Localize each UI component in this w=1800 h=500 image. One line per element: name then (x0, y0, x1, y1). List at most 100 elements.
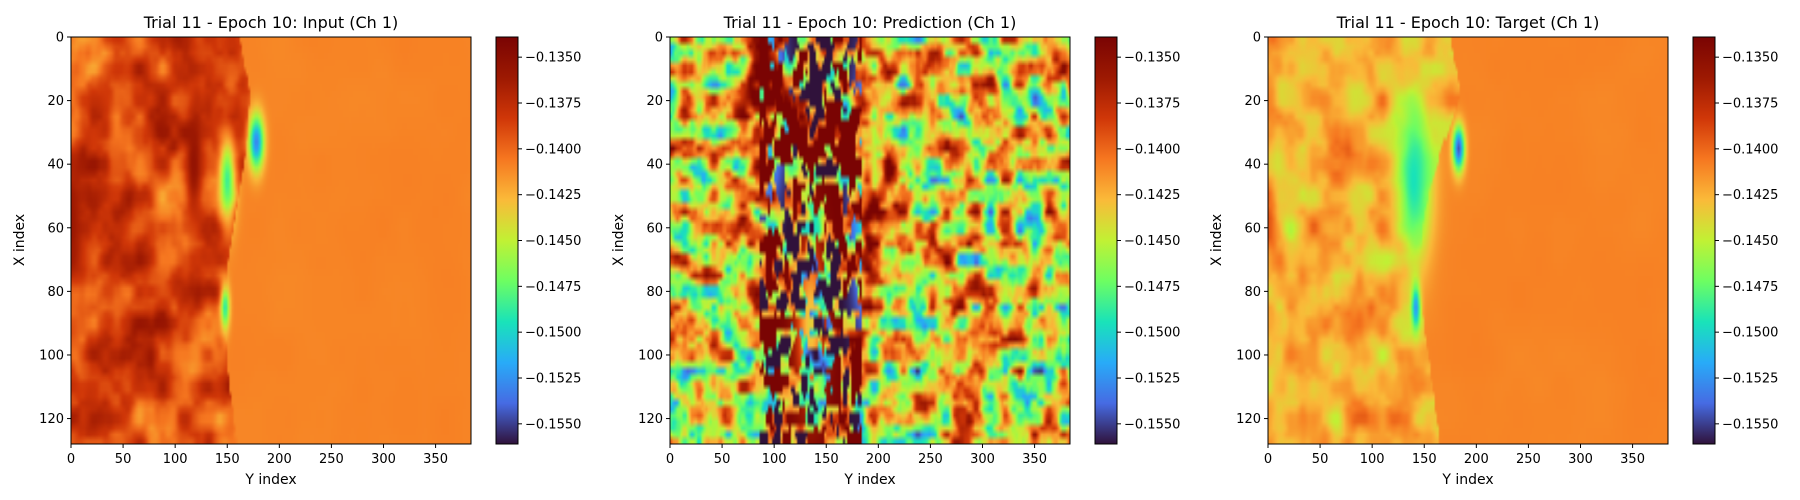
y-tick-label: 0 (1253, 31, 1261, 46)
panel-prediction: Trial 11 - Epoch 10: Prediction (Ch 1) 0… (611, 13, 1180, 488)
x-tick-label: 200 (1464, 452, 1489, 467)
x-tick-label: 100 (762, 452, 787, 467)
y-tick-label: 80 (1244, 285, 1261, 300)
x-tick-label: 200 (267, 452, 292, 467)
y-tick-label: 100 (1236, 348, 1261, 363)
plot-title: Trial 11 - Epoch 10: Prediction (Ch 1) (723, 13, 1017, 32)
colorbar-tick-label: −0.1350 (1124, 51, 1180, 66)
y-ticks: 0 20 40 60 80 100 120 (1236, 31, 1268, 427)
colorbar: −0.1350 −0.1375 −0.1400 −0.1425 −0.1450 −0.14… (1692, 36, 1778, 445)
x-tick-label: 50 (1312, 452, 1329, 467)
x-tick-label: 300 (371, 452, 396, 467)
plot-title: Trial 11 - Epoch 10: Target (Ch 1) (1336, 13, 1600, 32)
colorbar-tick-label: −0.1425 (1124, 188, 1180, 203)
plot-frame (669, 36, 1071, 445)
colorbar-tick-label: −0.1400 (525, 142, 581, 157)
plot-title: Trial 11 - Epoch 10: Input (Ch 1) (143, 13, 399, 32)
colorbar-tick-label: −0.1425 (525, 188, 581, 203)
x-axis-label: Y index (1441, 472, 1493, 488)
y-tick-label: 80 (47, 285, 64, 300)
colorbar-tick-label: −0.1350 (1722, 51, 1778, 66)
x-tick-label: 350 (1022, 452, 1047, 467)
colorbar: −0.1350 −0.1375 −0.1400 −0.1425 −0.1450 −0.14… (1094, 36, 1180, 445)
y-ticks: 0 20 40 60 80 100 120 (638, 31, 670, 427)
y-tick-label: 20 (646, 94, 663, 109)
colorbar-tick-label: −0.1450 (1124, 234, 1180, 249)
panel-target: Trial 11 - Epoch 10: Target (Ch 1) 0 50 10… (1209, 13, 1778, 488)
y-tick-label: 80 (646, 285, 663, 300)
colorbar-tick-label: −0.1375 (1722, 97, 1778, 112)
y-tick-label: 40 (1244, 158, 1261, 173)
x-tick-label: 250 (1516, 452, 1541, 467)
x-ticks: 0 50 100 150 200 250 300 350 (67, 444, 448, 467)
x-tick-label: 350 (423, 452, 448, 467)
y-tick-label: 40 (47, 158, 64, 173)
colorbar-tick-label: −0.1500 (525, 326, 581, 341)
x-tick-label: 250 (319, 452, 344, 467)
x-tick-label: 300 (1568, 452, 1593, 467)
x-tick-label: 0 (666, 452, 674, 467)
plot-frame (70, 36, 472, 445)
colorbar-ticks: −0.1350 −0.1375 −0.1400 −0.1425 −0.1450 −0.14… (1117, 51, 1180, 432)
x-ticks: 0 50 100 150 200 250 300 350 (666, 444, 1047, 467)
colorbar-tick-label: −0.1550 (525, 417, 581, 432)
plot-frame (1267, 36, 1669, 445)
y-tick-label: 60 (47, 221, 64, 236)
panel-input: Trial 11 - Epoch 10: Input (Ch 1) 0 50 100… (12, 13, 581, 488)
colorbar-tick-label: −0.1500 (1124, 326, 1180, 341)
x-axis-label: Y index (244, 472, 296, 488)
x-tick-label: 100 (163, 452, 188, 467)
x-tick-label: 0 (67, 452, 75, 467)
colorbar-gradient (1693, 37, 1715, 444)
x-ticks: 0 50 100 150 200 250 300 350 (1264, 444, 1645, 467)
colorbar-ticks: −0.1350 −0.1375 −0.1400 −0.1425 −0.1450 −0.14… (518, 51, 581, 432)
x-axis-label: Y index (843, 472, 895, 488)
y-tick-label: 120 (638, 412, 663, 427)
colorbar-tick-label: −0.1475 (1722, 280, 1778, 295)
colorbar: −0.1350 −0.1375 −0.1400 −0.1425 −0.1450 −0.14… (495, 36, 581, 445)
colorbar-tick-label: −0.1450 (1722, 234, 1778, 249)
colorbar-ticks: −0.1350 −0.1375 −0.1400 −0.1425 −0.1450 −0.14… (1715, 51, 1778, 432)
heatmap-image (670, 37, 1070, 444)
colorbar-tick-label: −0.1550 (1722, 417, 1778, 432)
x-tick-label: 50 (714, 452, 731, 467)
colorbar-tick-label: −0.1500 (1722, 326, 1778, 341)
y-ticks: 0 20 40 60 80 100 120 (39, 31, 71, 427)
y-tick-label: 120 (39, 412, 64, 427)
y-axis-label: X index (1209, 214, 1225, 266)
colorbar-tick-label: −0.1450 (525, 234, 581, 249)
colorbar-tick-label: −0.1375 (1124, 97, 1180, 112)
colorbar-tick-label: −0.1425 (1722, 188, 1778, 203)
colorbar-gradient (496, 37, 518, 444)
x-tick-label: 100 (1360, 452, 1385, 467)
x-tick-label: 300 (970, 452, 995, 467)
x-tick-label: 150 (814, 452, 839, 467)
colorbar-tick-label: −0.1400 (1124, 142, 1180, 157)
colorbar-tick-label: −0.1375 (525, 97, 581, 112)
x-tick-label: 50 (115, 452, 132, 467)
colorbar-tick-label: −0.1550 (1124, 417, 1180, 432)
colorbar-tick-label: −0.1525 (1124, 372, 1180, 387)
x-tick-label: 250 (918, 452, 943, 467)
x-tick-label: 0 (1264, 452, 1272, 467)
y-tick-label: 20 (1244, 94, 1261, 109)
y-tick-label: 100 (638, 348, 663, 363)
colorbar-tick-label: −0.1525 (1722, 372, 1778, 387)
y-tick-label: 20 (47, 94, 64, 109)
x-tick-label: 150 (215, 452, 240, 467)
heatmap-image (71, 37, 471, 444)
colorbar-tick-label: −0.1350 (525, 51, 581, 66)
y-tick-label: 120 (1236, 412, 1261, 427)
colorbar-tick-label: −0.1475 (525, 280, 581, 295)
colorbar-tick-label: −0.1400 (1722, 142, 1778, 157)
y-tick-label: 40 (646, 158, 663, 173)
y-tick-label: 0 (56, 31, 64, 46)
y-axis-label: X index (611, 214, 627, 266)
colorbar-gradient (1095, 37, 1117, 444)
y-axis-label: X index (12, 214, 28, 266)
x-tick-label: 150 (1412, 452, 1437, 467)
heatmap-image (1268, 37, 1668, 444)
y-tick-label: 0 (655, 31, 663, 46)
y-tick-label: 100 (39, 348, 64, 363)
